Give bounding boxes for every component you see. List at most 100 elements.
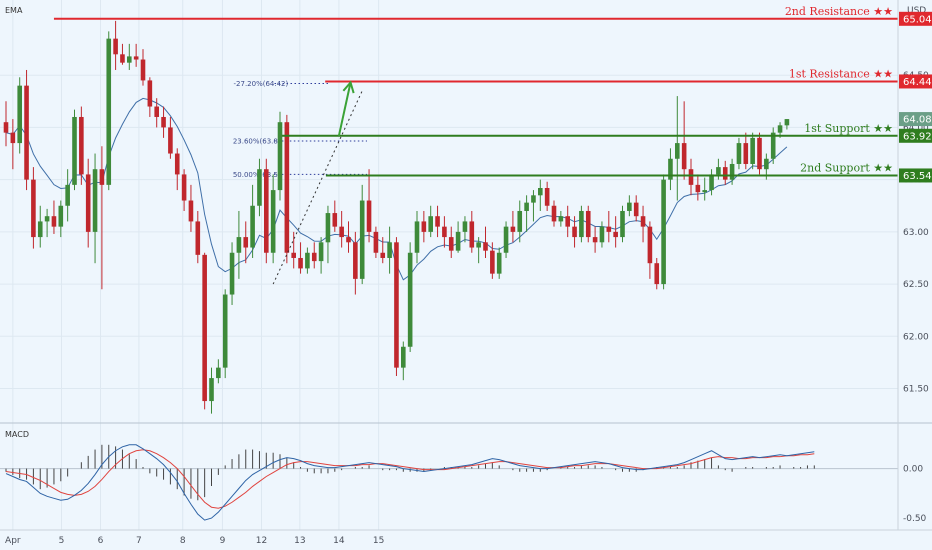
price-tick-label: 62.50: [903, 280, 929, 290]
time-tick-label: 7: [136, 536, 142, 546]
time-axis: Apr 5 6 7 8 9 12 13 14 15: [5, 536, 384, 546]
candle-body: [777, 125, 783, 133]
candle-body: [250, 205, 255, 248]
candle-body: [291, 252, 296, 258]
candle-body: [448, 237, 454, 251]
candle-body: [85, 174, 91, 232]
candle-body: [99, 169, 105, 185]
level-label: 2nd Support ★★: [800, 161, 893, 174]
candle-body: [188, 200, 194, 222]
macd-pane: [0, 444, 898, 521]
time-tick-label: 14: [333, 536, 345, 546]
fib-label: 50.00%(63.5: [233, 171, 278, 179]
candle-body: [544, 188, 550, 206]
candle-body: [524, 202, 529, 211]
candle-body: [51, 216, 57, 227]
macd-tick-label: -0.50: [903, 514, 927, 524]
level-label: 1st Support ★★: [804, 122, 893, 135]
candle-body: [483, 242, 488, 251]
candle-body: [585, 210, 591, 238]
candle-body: [572, 226, 577, 238]
price-tick-label: 62.00: [903, 332, 929, 342]
candle-body: [496, 252, 502, 274]
macd-signal-line: [5, 449, 815, 509]
candle-body: [195, 221, 201, 255]
candle-body: [702, 190, 707, 193]
candle-body: [332, 213, 338, 227]
candle-body: [565, 216, 570, 227]
candle-body: [476, 242, 481, 248]
candle-body: [394, 242, 399, 368]
candle-body: [236, 237, 242, 253]
price-tick-label: 63.00: [903, 228, 929, 238]
candle-body: [216, 367, 221, 379]
candle-body: [510, 226, 516, 232]
time-tick-label: 12: [256, 536, 267, 546]
candlesticks: [3, 20, 790, 414]
candle-body: [592, 237, 598, 243]
time-tick-label: 15: [373, 536, 384, 546]
ema-indicator-label: EMA: [5, 6, 23, 15]
time-tick-label: 8: [180, 536, 186, 546]
candle-body: [24, 85, 29, 180]
candle-body: [764, 158, 769, 170]
candle-body: [770, 132, 776, 159]
candle-body: [579, 210, 584, 238]
candle-body: [654, 263, 660, 285]
price-tag: [899, 128, 932, 143]
macd-axis: 0.00 -0.50: [903, 465, 927, 525]
price-tag: [899, 74, 932, 89]
candle-body: [92, 169, 98, 232]
candle-body: [716, 167, 721, 175]
candle-body: [147, 80, 153, 107]
candle-body: [44, 216, 50, 222]
candle-body: [435, 216, 440, 227]
trendline-layer: [272, 80, 363, 285]
macd-line: [5, 444, 815, 521]
support-resistance-levels: 2nd Resistance ★★ 1st Resistance ★★ 1st Su…: [53, 5, 898, 177]
candle-body: [722, 167, 728, 180]
candle-body: [229, 252, 235, 295]
candle-body: [750, 137, 755, 164]
candle-body: [366, 200, 372, 232]
candle-body: [270, 190, 276, 253]
candle-body: [120, 54, 125, 63]
candle-body: [599, 226, 605, 243]
candle-body: [325, 213, 331, 243]
price-tag-label: 64.08: [903, 115, 932, 126]
candle-body: [695, 184, 701, 193]
time-tick-label: Apr: [5, 536, 21, 546]
candle-body: [531, 195, 536, 203]
candle-body: [469, 221, 475, 248]
time-tick-label: 6: [98, 536, 104, 546]
level-label: 1st Resistance ★★: [789, 67, 893, 80]
candle-body: [3, 122, 9, 133]
candle-body: [72, 116, 77, 185]
candle-body: [640, 216, 646, 227]
candle-body: [633, 202, 639, 217]
level-label: 2nd Resistance ★★: [785, 5, 893, 18]
candle-body: [106, 38, 112, 185]
fib-label: 23.60%(63.8: [233, 138, 278, 146]
candle-body: [305, 252, 310, 269]
candle-body: [140, 59, 146, 81]
candle-body: [298, 257, 303, 269]
candle-body: [222, 294, 228, 368]
macd-indicator-label: MACD: [5, 430, 29, 439]
candle-body: [681, 143, 687, 170]
macd-tick-label: 0.00: [903, 465, 923, 475]
candle-body: [277, 122, 283, 191]
candle-body: [558, 216, 564, 222]
candle-body: [503, 226, 509, 253]
candle-body: [757, 137, 762, 170]
price-tag: [899, 112, 932, 127]
candle-body: [538, 188, 543, 196]
candle-body: [154, 106, 159, 117]
candle-body: [311, 252, 317, 262]
price-tag: [899, 11, 932, 26]
price-tick-label: 61.50: [903, 385, 929, 395]
candle-body: [380, 252, 386, 258]
candle-body: [202, 254, 207, 402]
